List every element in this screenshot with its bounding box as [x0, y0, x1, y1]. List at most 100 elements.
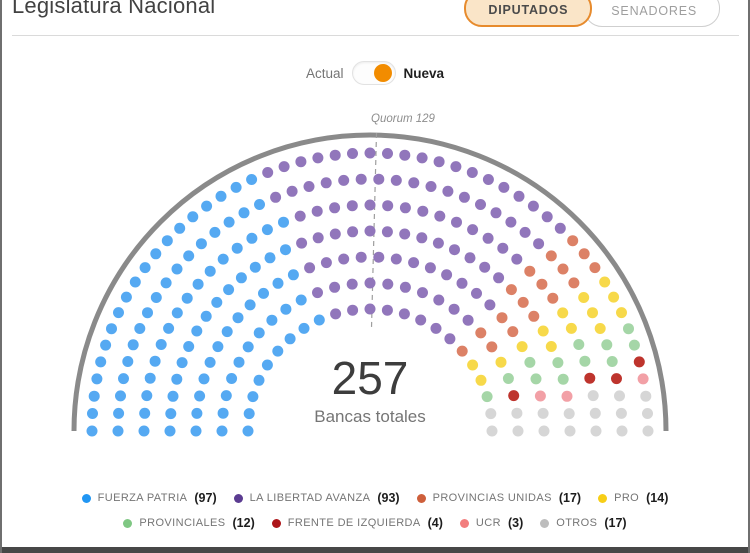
legend-party-name: LA LIBERTAD AVANZA [249, 492, 371, 504]
legend-dot [540, 518, 550, 528]
seat-dot [512, 425, 524, 437]
seat-dot [86, 425, 98, 437]
seat-dot [565, 322, 577, 334]
legend-dot [271, 518, 281, 528]
seat-dot [246, 232, 258, 244]
seat-dot [134, 323, 146, 334]
seat-dot [187, 211, 199, 223]
seat-dot [242, 425, 254, 437]
legend: FUERZA PATRIA (97) LA LIBERTAD AVANZA (9… [2, 491, 748, 530]
seat-dot [280, 244, 291, 256]
seat-dot [223, 216, 235, 228]
seat-dot [511, 253, 523, 265]
page-title: Legislatura Nacional [12, 0, 216, 18]
seat-dot [573, 339, 585, 350]
toggle-label-actual[interactable]: Actual [305, 65, 344, 81]
seat-dot [578, 248, 590, 260]
seat-dot [563, 408, 575, 420]
seat-dot [505, 216, 517, 228]
seat-dot [496, 312, 508, 324]
total-seats-block: 257 Bancas totales [314, 354, 426, 427]
seat-dot [233, 356, 245, 368]
tab-senadores[interactable]: SENADORES [584, 0, 720, 27]
seat-dot [191, 325, 203, 337]
legend-item-provincias-unidas[interactable]: PROVINCIAS UNIDAS (17) [416, 491, 581, 505]
seat-dot [163, 322, 175, 334]
actual-nueva-toggle[interactable] [351, 61, 396, 85]
seat-dot [113, 407, 125, 419]
seat-dot [467, 359, 479, 371]
legend-item-pro[interactable]: PRO (14) [598, 491, 668, 505]
seat-dot [118, 373, 129, 385]
seat-dot [567, 235, 579, 247]
seat-dot [561, 390, 573, 402]
legend-item-otros[interactable]: OTROS (17) [540, 516, 627, 530]
seat-dot [253, 327, 265, 339]
seat-dot [390, 174, 402, 186]
legend-item-provinciales[interactable]: PROVINCIALES (12) [123, 516, 255, 530]
seat-dot [637, 373, 649, 385]
seat-dot [528, 310, 540, 322]
seat-dot [266, 314, 278, 326]
seat-dot [594, 323, 606, 334]
seat-dot [456, 345, 468, 357]
seat-dot [557, 263, 569, 275]
legend-item-frente-de-izquierda[interactable]: FRENTE DE IZQUIERDA (4) [271, 516, 443, 530]
legend-party-name: FUERZA PATRIA [97, 492, 188, 504]
seat-dot [399, 202, 411, 214]
seat-dot [432, 237, 444, 249]
legend-row-1: FUERZA PATRIA (97) LA LIBERTAD AVANZA (9… [81, 491, 668, 505]
seat-dot [183, 341, 195, 352]
seat-dot [398, 308, 410, 320]
seat-dot [430, 322, 442, 334]
seat-dot [364, 147, 376, 159]
seat-dot [642, 425, 654, 437]
seat-dot [399, 281, 411, 293]
seat-dot [424, 262, 436, 274]
seat-dot [608, 291, 620, 303]
seat-dot [467, 224, 479, 236]
seat-dot [139, 262, 151, 274]
seat-dot [211, 296, 223, 308]
seat-dot [144, 372, 156, 384]
seat-dot [200, 310, 212, 322]
legend-item-ucr[interactable]: UCR (3) [459, 516, 523, 530]
seat-dot [120, 291, 132, 303]
seat-dot [415, 314, 427, 326]
seat-dot [246, 174, 258, 185]
seat-dot [127, 339, 139, 351]
seat-dot [338, 253, 350, 265]
seat-dot [557, 373, 569, 385]
seat-dot [584, 372, 596, 384]
seat-dot [294, 210, 306, 222]
seat-dot [195, 238, 207, 250]
seat-dot [493, 272, 505, 284]
seat-dot [541, 211, 553, 223]
legend-item-la-libertad-avanza[interactable]: LA LIBERTAD AVANZA (93) [233, 491, 400, 505]
seat-dot [230, 181, 242, 193]
tab-diputados[interactable]: DIPUTADOS [464, 0, 593, 27]
seat-dot [497, 242, 509, 254]
seat-dot [284, 333, 296, 345]
seat-dot [486, 341, 498, 353]
seat-dot [416, 232, 428, 244]
seat-dot [466, 167, 478, 178]
toggle-label-nueva[interactable]: Nueva [403, 65, 445, 81]
seat-dot [298, 322, 310, 334]
seat-dot [243, 408, 255, 420]
seat-dot [204, 265, 216, 277]
legend-dot [81, 493, 91, 503]
seat-dot [545, 341, 557, 352]
seat-dot [280, 303, 292, 315]
legend-item-fuerza-patria[interactable]: FUERZA PATRIA (97) [81, 491, 217, 505]
seat-dot [312, 152, 324, 164]
seat-dot [264, 252, 276, 264]
total-seats-number: 257 [331, 352, 409, 404]
seat-dot [530, 373, 542, 385]
seat-dot [217, 253, 229, 265]
seat-dot [441, 269, 453, 281]
seat-dot [142, 307, 153, 319]
seat-dot [633, 356, 645, 368]
legend-party-count: (17) [604, 516, 627, 530]
seat-dot [434, 210, 446, 222]
